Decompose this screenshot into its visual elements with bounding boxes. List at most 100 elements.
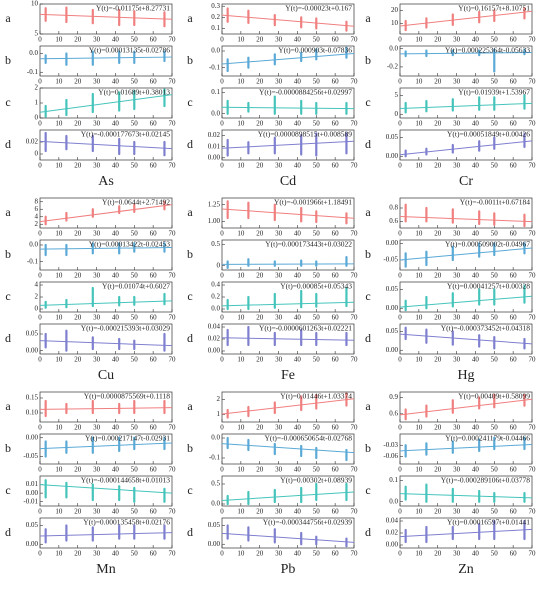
trend-line xyxy=(39,300,173,306)
x-tick-label: 30 xyxy=(453,120,461,128)
y-tick-label: 0.00 xyxy=(386,152,399,160)
plot-frame xyxy=(399,475,533,507)
plot-frame xyxy=(39,391,173,423)
x-tick-label: 50 xyxy=(491,272,499,280)
y-tick-label: 0.0 xyxy=(211,500,220,508)
y-tick-label: 0 xyxy=(35,114,39,122)
panel-letter: a xyxy=(5,11,11,25)
y-tick-label: 4 xyxy=(35,281,39,289)
y-tick-label: -0.1 xyxy=(209,63,221,71)
x-tick-label: 50 xyxy=(313,272,321,280)
trend-line xyxy=(39,94,173,113)
trend-line xyxy=(221,443,355,454)
x-tick-label: 70 xyxy=(169,356,177,364)
equation: Y(t)=0.0644t+2.71492 xyxy=(102,198,170,207)
x-tick-label: 50 xyxy=(131,162,139,170)
panel-letter: c xyxy=(365,95,370,109)
equation: Y(t)=-0.00023t+0.167 xyxy=(285,4,352,13)
x-tick-label: 10 xyxy=(415,36,423,44)
x-tick-label: 60 xyxy=(150,550,158,558)
panel-letter: b xyxy=(365,441,371,455)
x-tick-label: 0 xyxy=(220,272,224,280)
x-tick-label: 0 xyxy=(220,550,224,558)
trend-line xyxy=(39,407,173,410)
y-tick-label: 5 xyxy=(35,30,39,38)
trend-line xyxy=(39,442,173,450)
trend-line xyxy=(399,10,533,27)
plot-frame xyxy=(39,433,173,465)
x-tick-label: 10 xyxy=(55,314,63,322)
x-tick-label: 10 xyxy=(237,466,245,474)
x-tick-label: 70 xyxy=(169,162,177,170)
x-tick-label: 70 xyxy=(529,550,537,558)
x-tick-label: 70 xyxy=(169,466,177,474)
y-tick-label: 2 xyxy=(35,84,39,92)
x-tick-label: 50 xyxy=(313,466,321,474)
x-tick-label: 30 xyxy=(93,272,101,280)
y-tick-label: 6 xyxy=(35,205,39,213)
x-tick-label: 30 xyxy=(275,466,283,474)
equation: Y(t)=0.00041257t+0.00328 xyxy=(447,282,530,291)
x-tick-label: 40 xyxy=(294,424,302,432)
trend-line xyxy=(399,493,533,499)
element-title: Cd xyxy=(280,174,296,189)
x-tick-label: 70 xyxy=(529,162,537,170)
x-tick-label: 50 xyxy=(491,508,499,516)
x-tick-label: 10 xyxy=(55,230,63,238)
x-tick-label: 30 xyxy=(275,36,283,44)
x-tick-label: 60 xyxy=(510,120,518,128)
x-tick-label: 20 xyxy=(256,550,264,558)
y-tick-label: 0.0 xyxy=(389,44,398,52)
equation: Y(t)=0.00302t+0.08939 xyxy=(280,476,352,485)
equation: Y(t)=0.000903t-0.07836 xyxy=(278,46,352,55)
x-tick-label: 20 xyxy=(256,78,264,86)
plot-frame xyxy=(399,323,533,355)
x-tick-label: 40 xyxy=(112,272,120,280)
x-tick-label: 50 xyxy=(131,36,139,44)
x-tick-label: 50 xyxy=(491,424,499,432)
x-tick-label: 50 xyxy=(313,78,321,86)
y-tick-label: 0.2 xyxy=(211,293,220,301)
trend-line xyxy=(221,208,355,219)
x-tick-label: 0 xyxy=(220,466,224,474)
y-tick-label: 0.05 xyxy=(208,521,221,529)
x-tick-label: 40 xyxy=(294,314,302,322)
trend-line xyxy=(399,140,533,156)
equation: Y(t)=-0.0011t+0.67184 xyxy=(460,198,531,207)
x-tick-label: 20 xyxy=(434,508,442,516)
element-title: Cu xyxy=(98,368,114,383)
y-tick-label: 0.2 xyxy=(211,13,220,21)
x-tick-label: 70 xyxy=(529,272,537,280)
trend-line xyxy=(221,301,355,307)
y-tick-label: 0.05 xyxy=(386,133,399,141)
x-tick-label: 50 xyxy=(131,424,139,432)
x-tick-label: 60 xyxy=(150,424,158,432)
x-tick-label: 60 xyxy=(332,508,340,516)
y-tick-label: -0.1 xyxy=(27,257,39,265)
x-tick-label: 40 xyxy=(112,230,120,238)
x-tick-label: 40 xyxy=(112,550,120,558)
x-tick-label: 0 xyxy=(398,230,402,238)
equation: Y(t)=0.00013422t-0.02453 xyxy=(89,240,171,249)
panel-letter: c xyxy=(5,483,10,497)
y-tick-label: 2 xyxy=(35,293,39,301)
y-tick-label: 0.00 xyxy=(386,304,399,312)
x-tick-label: 70 xyxy=(529,356,537,364)
x-tick-label: 70 xyxy=(529,466,537,474)
x-tick-label: 60 xyxy=(510,466,518,474)
x-tick-label: 0 xyxy=(220,508,224,516)
y-tick-label: 20 xyxy=(391,6,399,14)
y-tick-label: 5 xyxy=(395,91,399,99)
x-tick-label: 20 xyxy=(434,120,442,128)
plot-frame xyxy=(221,129,355,161)
x-tick-label: 10 xyxy=(55,356,63,364)
x-tick-label: 60 xyxy=(150,508,158,516)
x-tick-label: 10 xyxy=(415,272,423,280)
x-tick-label: 60 xyxy=(510,356,518,364)
x-tick-label: 10 xyxy=(415,162,423,170)
plot-frame xyxy=(221,45,355,77)
trend-line xyxy=(39,140,173,150)
x-tick-label: 70 xyxy=(351,230,359,238)
x-tick-label: 70 xyxy=(529,78,537,86)
x-tick-label: 40 xyxy=(472,314,480,322)
